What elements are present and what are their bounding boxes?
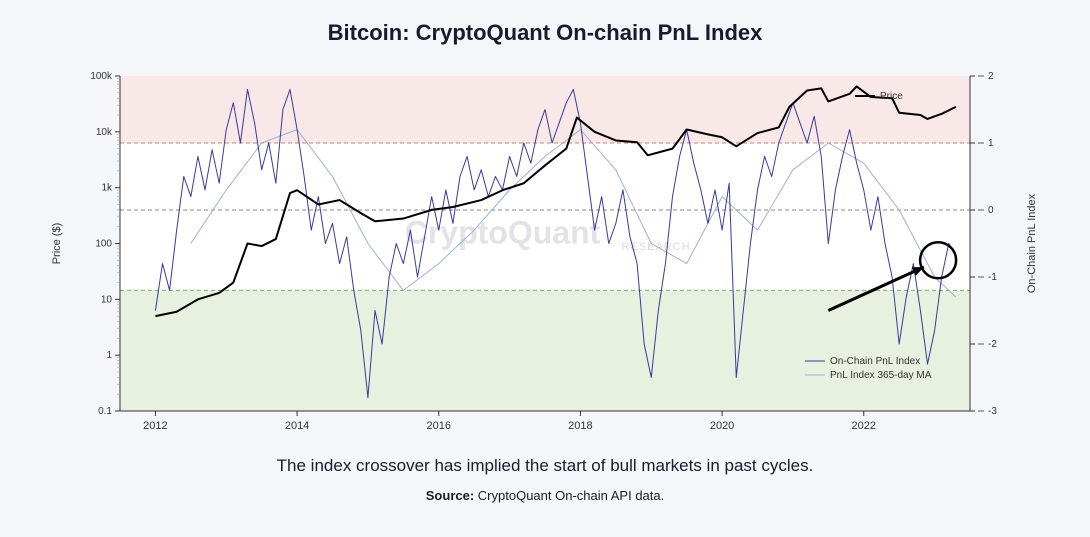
svg-text:CryptoQuant: CryptoQuant (405, 215, 601, 251)
svg-text:1k: 1k (101, 183, 113, 194)
svg-text:-2: -2 (988, 339, 997, 350)
svg-text:On-Chain PnL Index: On-Chain PnL Index (1026, 193, 1038, 293)
svg-text:-3: -3 (988, 406, 997, 417)
svg-text:2018: 2018 (568, 420, 592, 432)
svg-text:Price: Price (880, 91, 903, 102)
svg-text:1: 1 (106, 350, 112, 361)
svg-text:2: 2 (988, 71, 994, 82)
svg-text:0: 0 (988, 205, 994, 216)
svg-text:2020: 2020 (710, 420, 734, 432)
svg-text:2012: 2012 (143, 420, 167, 432)
svg-text:2014: 2014 (285, 420, 309, 432)
svg-text:2022: 2022 (852, 420, 876, 432)
chart-caption: The index crossover has implied the star… (40, 456, 1050, 476)
svg-text:10: 10 (101, 294, 113, 305)
svg-text:Price ($): Price ($) (51, 223, 63, 265)
svg-text:-1: -1 (988, 272, 997, 283)
svg-text:10k: 10k (96, 127, 113, 138)
source-text: CryptoQuant On-chain API data. (478, 488, 664, 503)
svg-text:PnL Index 365-day MA: PnL Index 365-day MA (830, 370, 932, 381)
svg-text:100: 100 (95, 239, 112, 250)
svg-text:0.1: 0.1 (98, 406, 112, 417)
source-label: Source: (426, 488, 474, 503)
svg-text:1: 1 (988, 138, 994, 149)
chart-source: Source: CryptoQuant On-chain API data. (40, 488, 1050, 503)
chart-title: Bitcoin: CryptoQuant On-chain PnL Index (40, 20, 1050, 46)
chart-area: CryptoQuantRESEARCH0.11101001k10k100kPri… (40, 61, 1050, 441)
svg-text:100k: 100k (90, 71, 113, 82)
svg-text:On-Chain PnL Index: On-Chain PnL Index (830, 356, 920, 367)
svg-text:2016: 2016 (427, 420, 451, 432)
